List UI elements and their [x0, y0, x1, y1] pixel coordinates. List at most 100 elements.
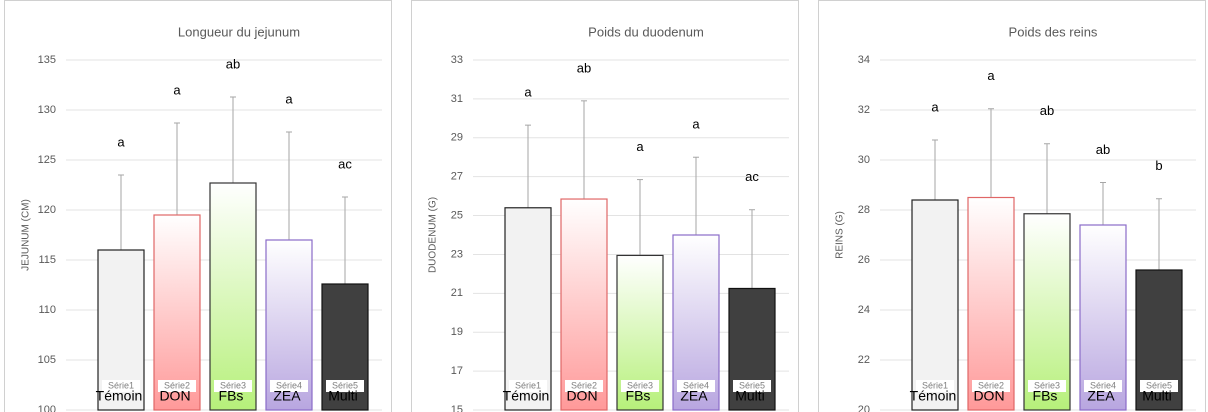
- y-tick-label: 23: [451, 248, 463, 260]
- series-label-box: [972, 380, 1010, 392]
- series-label-box: [733, 380, 771, 392]
- y-tick-label: 21: [451, 287, 463, 299]
- series-name: Série2: [571, 380, 597, 390]
- group-label: Multi: [328, 388, 358, 404]
- y-tick-label: 28: [858, 204, 870, 216]
- series-name: Série3: [1034, 380, 1060, 390]
- group-label: DON: [566, 388, 597, 404]
- y-tick-label: 22: [858, 354, 870, 366]
- bar: [1023, 213, 1071, 411]
- y-tick-label: 110: [38, 304, 56, 316]
- significance-letter: a: [636, 139, 644, 154]
- y-tick-label: 27: [451, 171, 463, 183]
- y-tick-label: 31: [451, 93, 463, 105]
- y-tick-label: 19: [451, 326, 463, 338]
- y-tick-label: 17: [451, 365, 463, 377]
- series-name: Série1: [108, 380, 134, 390]
- significance-letter: a: [173, 82, 181, 97]
- significance-letter: ac: [338, 156, 352, 171]
- bar: [504, 207, 552, 411]
- y-tick-label: 15: [451, 404, 463, 412]
- significance-letter: a: [987, 68, 995, 83]
- significance-letter: a: [931, 99, 939, 114]
- series-label-box: [102, 380, 140, 392]
- y-tick-label: 130: [38, 104, 56, 116]
- bar: [911, 199, 959, 411]
- group-label: Témoin: [96, 388, 143, 404]
- series-label-box: [509, 380, 547, 392]
- y-tick-label: 105: [38, 354, 56, 366]
- series-name: Série1: [922, 380, 948, 390]
- y-tick-label: 34: [858, 54, 870, 66]
- significance-letter: a: [285, 91, 293, 106]
- group-label: FBs: [626, 388, 651, 404]
- significance-letter: b: [1155, 158, 1162, 173]
- significance-letter: a: [117, 134, 125, 149]
- chart-panel: Poids des reins REINS (G) 20 22 24 26 28 30 32 34…: [818, 0, 1206, 412]
- significance-letter: ac: [745, 169, 759, 184]
- group-label: FBs: [1033, 388, 1058, 404]
- series-label-box: [916, 380, 954, 392]
- series-name: Série4: [1090, 380, 1116, 390]
- group-label: ZEA: [1087, 388, 1115, 404]
- series-label-box: [326, 380, 364, 392]
- series-name: Série5: [1146, 380, 1172, 390]
- series-name: Série1: [515, 380, 541, 390]
- y-tick-label: 125: [38, 154, 56, 166]
- series-name: Série5: [332, 380, 358, 390]
- series-name: Série3: [627, 380, 653, 390]
- y-tick-label: 20: [858, 404, 870, 412]
- y-tick-label: 26: [858, 254, 870, 266]
- y-tick-label: 32: [858, 104, 870, 116]
- significance-letter: ab: [1040, 103, 1054, 118]
- y-tick-label: 120: [38, 204, 56, 216]
- series-label-box: [270, 380, 308, 392]
- significance-letter: a: [524, 85, 532, 100]
- series-label-box: [158, 380, 196, 392]
- series-name: Série2: [978, 380, 1004, 390]
- series-label-box: [621, 380, 659, 392]
- group-label: Témoin: [910, 388, 957, 404]
- series-label-box: [1140, 380, 1178, 392]
- series-label-box: [1028, 380, 1066, 392]
- group-label: ZEA: [273, 388, 301, 404]
- significance-letter: ab: [577, 60, 591, 75]
- y-tick-label: 30: [858, 154, 870, 166]
- chart-title: Poids du duodenum: [588, 24, 704, 39]
- series-label-box: [214, 380, 252, 392]
- group-label: ZEA: [680, 388, 708, 404]
- y-tick-label: 135: [38, 54, 56, 66]
- bar: [560, 198, 608, 411]
- bar: [209, 182, 257, 411]
- bar: [153, 214, 201, 411]
- y-tick-label: 24: [858, 304, 870, 316]
- y-tick-label: 100: [38, 404, 56, 412]
- group-label: Multi: [735, 388, 765, 404]
- series-name: Série4: [683, 380, 709, 390]
- significance-letter: ab: [1096, 142, 1110, 157]
- y-tick-label: 25: [451, 209, 463, 221]
- series-label-box: [677, 380, 715, 392]
- bar: [1079, 224, 1127, 411]
- bar: [967, 196, 1015, 411]
- series-name: Série4: [276, 380, 302, 390]
- y-tick-label: 29: [451, 132, 463, 144]
- group-label: Multi: [1142, 388, 1172, 404]
- group-label: DON: [159, 388, 190, 404]
- chart-title: Longueur du jejunum: [178, 24, 300, 39]
- y-tick-label: 33: [451, 54, 463, 66]
- chart-panel: Poids du duodenum DUODENUM (G) 15 17 19 21 23 2…: [411, 0, 799, 412]
- y-axis-label: DUODENUM (G): [428, 197, 439, 273]
- group-label: DON: [973, 388, 1004, 404]
- y-tick-label: 115: [38, 254, 56, 266]
- group-label: FBs: [219, 388, 244, 404]
- chart-panel: Longueur du jejunum JEJUNUM (CM) 100 105 110…: [4, 0, 392, 412]
- series-name: Série3: [220, 380, 246, 390]
- group-label: Témoin: [503, 388, 550, 404]
- y-axis-label: REINS (G): [835, 211, 846, 259]
- y-axis-label: JEJUNUM (CM): [21, 199, 32, 271]
- chart-title: Poids des reins: [1009, 24, 1098, 39]
- series-name: Série2: [164, 380, 190, 390]
- significance-letter: a: [692, 117, 700, 132]
